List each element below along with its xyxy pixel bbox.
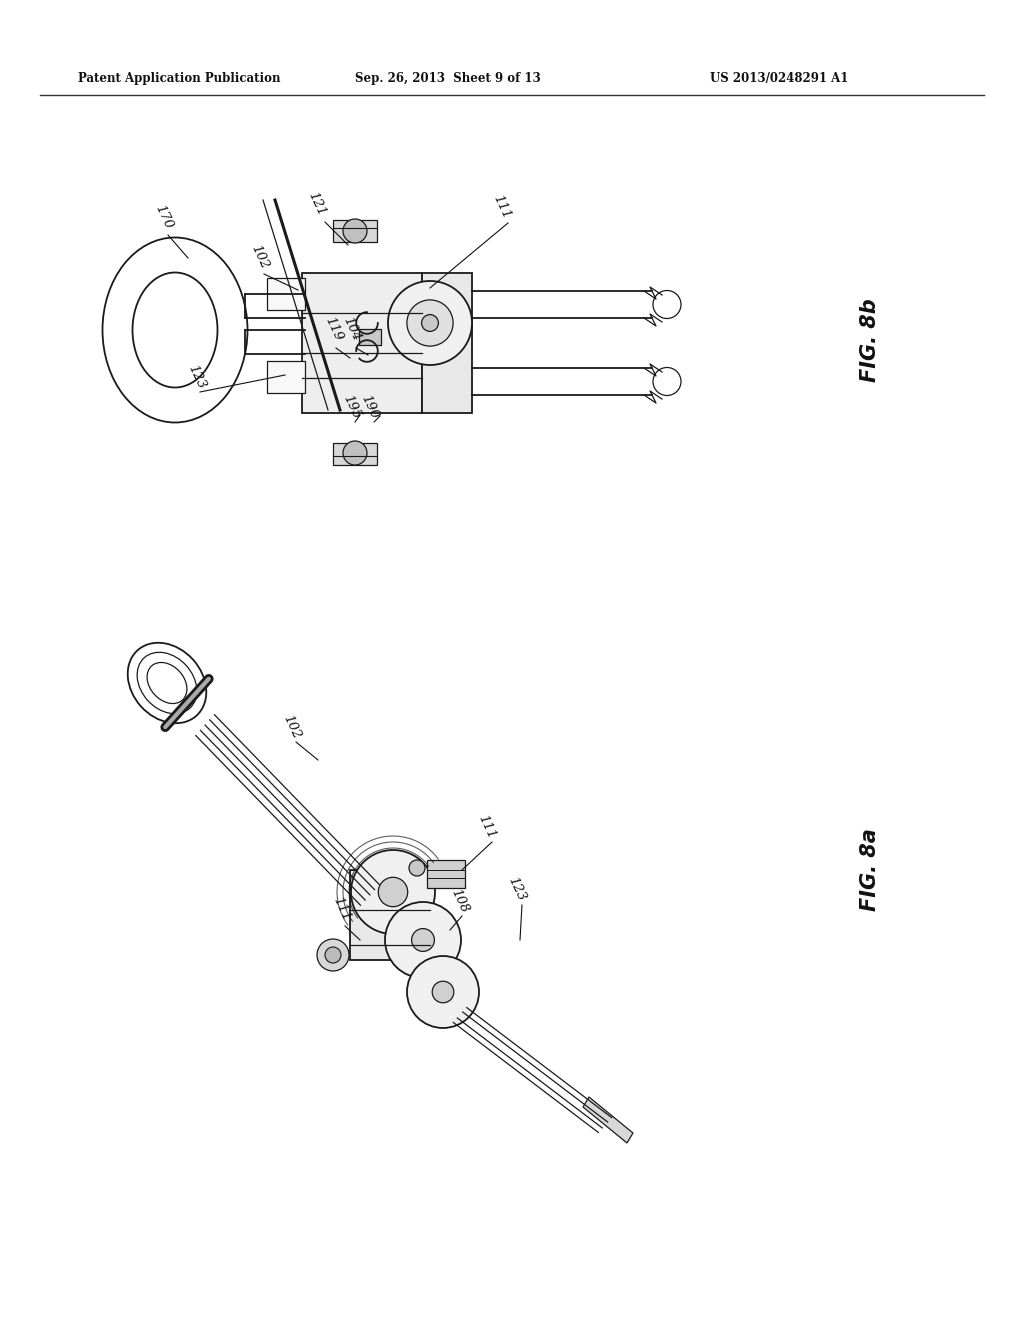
Circle shape [407,300,453,346]
Text: 190: 190 [358,393,380,421]
Text: 123: 123 [505,875,527,903]
Text: Patent Application Publication: Patent Application Publication [78,73,281,84]
Bar [333,220,377,242]
Text: 119: 119 [322,314,344,343]
Text: 102: 102 [280,713,302,741]
Text: 104: 104 [340,314,362,343]
Circle shape [317,939,349,972]
Circle shape [343,219,367,243]
Circle shape [385,902,461,978]
Circle shape [407,956,479,1028]
Text: 102: 102 [248,243,270,271]
Circle shape [409,861,425,876]
Circle shape [343,441,367,465]
Text: 111: 111 [330,895,352,923]
Bar [427,861,465,888]
Circle shape [388,281,472,366]
Text: FIG. 8b: FIG. 8b [860,298,880,381]
Text: 195: 195 [340,393,362,421]
Text: 111: 111 [490,193,512,220]
Circle shape [432,981,454,1003]
Polygon shape [583,1097,633,1143]
Text: US 2013/0248291 A1: US 2013/0248291 A1 [710,73,848,84]
Circle shape [351,850,435,935]
Text: 170: 170 [152,203,174,231]
Text: 111: 111 [475,813,498,841]
Circle shape [422,314,438,331]
Circle shape [378,878,408,907]
Text: Sep. 26, 2013  Sheet 9 of 13: Sep. 26, 2013 Sheet 9 of 13 [355,73,541,84]
Circle shape [325,946,341,964]
Bar [422,273,472,413]
Text: FIG. 8a: FIG. 8a [860,829,880,911]
Bar [359,329,381,345]
Bar [267,279,305,310]
Text: 121: 121 [305,190,328,218]
Text: 123: 123 [185,363,208,391]
Bar [267,360,305,393]
Text: 108: 108 [449,887,470,915]
Bar [302,273,422,413]
Bar [333,444,377,465]
Circle shape [412,928,434,952]
Bar [350,870,430,960]
